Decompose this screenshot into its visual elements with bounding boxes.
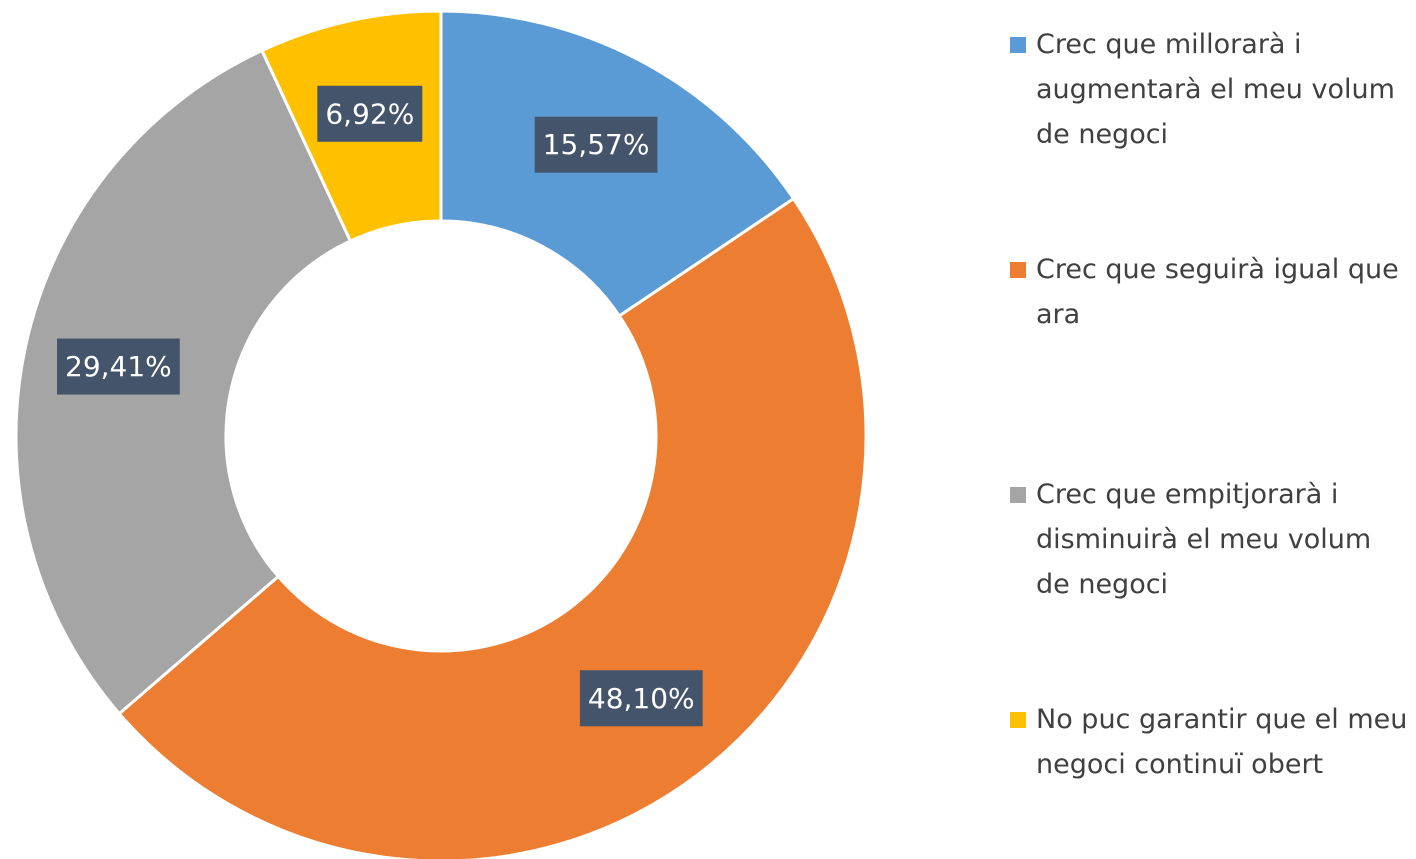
data-label: 15,57% — [534, 116, 658, 173]
legend-item: No puc garantir que el meu negoci contin… — [1010, 697, 1410, 787]
legend-label: No puc garantir que el meu negoci contin… — [1036, 704, 1408, 780]
data-label-box — [534, 116, 658, 173]
data-label: 6,92% — [317, 85, 423, 142]
data-label-box — [317, 85, 423, 142]
data-label-box — [57, 338, 180, 395]
data-label-text: 6,92% — [325, 97, 414, 130]
legend-swatch — [1010, 487, 1026, 503]
data-label-text: 48,10% — [588, 682, 695, 715]
data-label: 29,41% — [57, 338, 180, 395]
slice — [14, 48, 353, 716]
legend-swatch — [1010, 262, 1026, 278]
legend-item: Crec que millorarà i augmentarà el meu v… — [1010, 22, 1410, 157]
legend-label: Crec que seguirà igual que ara — [1036, 254, 1399, 330]
legend-item: Crec que seguirà igual que ara — [1010, 247, 1410, 337]
legend-label: Crec que millorarà i augmentarà el meu v… — [1036, 29, 1395, 150]
legend-swatch — [1010, 712, 1026, 728]
donut-chart: 15,57% 48,10% 29,41% 6,92% — [14, 9, 868, 859]
legend-label: Crec que empitjorarà i disminuirà el meu… — [1036, 479, 1372, 600]
data-label-box — [579, 670, 703, 727]
legend-item: Crec que empitjorarà i disminuirà el meu… — [1010, 472, 1410, 607]
data-label-text: 15,57% — [543, 128, 650, 161]
data-label: 48,10% — [579, 670, 703, 727]
data-label-text: 29,41% — [65, 350, 172, 383]
legend-swatch — [1010, 37, 1026, 53]
